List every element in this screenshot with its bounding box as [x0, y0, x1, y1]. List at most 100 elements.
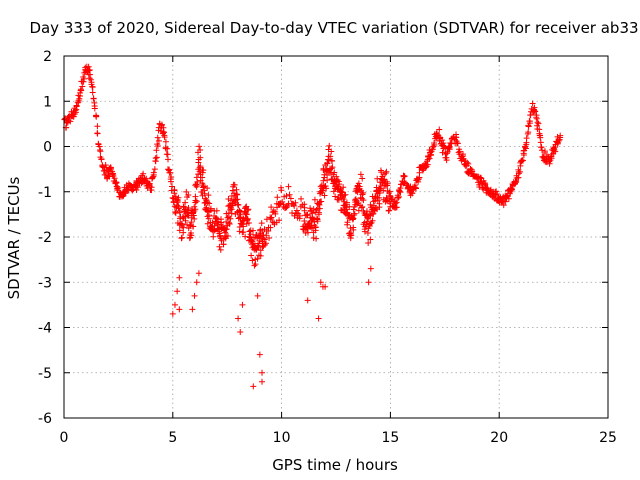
data-point — [280, 201, 287, 208]
data-point — [286, 191, 293, 198]
data-point — [200, 182, 207, 189]
data-point — [196, 168, 203, 175]
data-point — [201, 190, 208, 197]
data-point — [237, 329, 244, 336]
data-point — [525, 129, 532, 136]
data-point — [341, 198, 348, 205]
data-point — [213, 207, 220, 214]
data-point — [416, 169, 423, 176]
data-point — [335, 196, 342, 203]
data-point — [197, 147, 204, 154]
data-point — [152, 158, 159, 165]
data-point — [80, 78, 87, 85]
data-point — [211, 226, 218, 233]
data-point — [386, 207, 393, 214]
data-point — [276, 217, 283, 224]
data-point — [298, 195, 305, 202]
data-point — [167, 178, 174, 185]
x-tick-label: 20 — [490, 430, 508, 446]
data-point — [78, 87, 85, 94]
data-point — [226, 219, 233, 226]
data-point — [109, 171, 116, 178]
y-tick-label: -3 — [38, 275, 52, 291]
data-point — [257, 247, 264, 254]
data-point — [89, 84, 96, 91]
data-point — [221, 233, 228, 240]
data-point — [411, 182, 418, 189]
data-point — [190, 223, 197, 230]
data-point — [141, 176, 148, 183]
data-point — [505, 195, 512, 202]
data-point — [185, 212, 192, 219]
data-point — [312, 224, 319, 231]
data-point — [77, 93, 84, 100]
data-point — [231, 190, 238, 197]
data-point — [98, 156, 105, 163]
data-point — [169, 310, 176, 317]
data-point — [340, 196, 347, 203]
data-point — [175, 194, 182, 201]
data-point — [365, 279, 372, 286]
data-point — [200, 167, 207, 174]
data-point — [192, 206, 199, 213]
data-point — [76, 95, 83, 102]
data-point — [464, 159, 471, 166]
data-point — [246, 228, 253, 235]
data-point — [366, 212, 373, 219]
data-point — [494, 191, 501, 198]
data-point — [149, 174, 156, 181]
data-point — [342, 191, 349, 198]
data-point — [324, 177, 331, 184]
data-point — [182, 217, 189, 224]
data-point — [344, 219, 351, 226]
data-point — [320, 177, 327, 184]
data-point — [304, 297, 311, 304]
data-point — [183, 188, 190, 195]
data-point — [164, 145, 171, 152]
data-point — [111, 175, 118, 182]
data-point — [415, 175, 422, 182]
y-tick-label: 1 — [43, 94, 52, 110]
data-point — [319, 187, 326, 194]
data-point — [334, 177, 341, 184]
data-point — [176, 306, 183, 313]
data-point — [304, 211, 311, 218]
data-point — [179, 223, 186, 230]
x-axis-label: GPS time / hours — [272, 456, 398, 474]
data-point — [217, 246, 224, 253]
data-point — [186, 222, 193, 229]
data-point — [223, 218, 230, 225]
data-point — [154, 143, 161, 150]
data-point — [210, 233, 217, 240]
data-point — [436, 126, 443, 133]
data-point — [380, 187, 387, 194]
data-point — [285, 183, 292, 190]
data-point — [257, 252, 264, 259]
data-point — [191, 215, 198, 222]
data-point — [244, 215, 251, 222]
data-point — [350, 215, 357, 222]
data-point — [401, 173, 408, 180]
data-point — [324, 159, 331, 166]
y-tick-label: 2 — [43, 49, 52, 65]
data-point — [259, 369, 266, 376]
data-point — [192, 193, 199, 200]
data-point — [73, 102, 80, 109]
data-point — [283, 192, 290, 199]
data-point — [360, 189, 367, 196]
data-point — [476, 184, 483, 191]
y-tick-label: 0 — [43, 140, 52, 156]
data-point — [357, 171, 364, 178]
data-point — [343, 199, 350, 206]
data-point — [110, 170, 117, 177]
data-point — [87, 71, 94, 78]
data-point — [359, 203, 366, 210]
data-point — [263, 240, 269, 247]
data-point — [193, 198, 200, 205]
data-point — [353, 201, 360, 208]
data-point — [195, 270, 202, 277]
data-point — [193, 174, 200, 181]
data-point — [328, 165, 335, 172]
